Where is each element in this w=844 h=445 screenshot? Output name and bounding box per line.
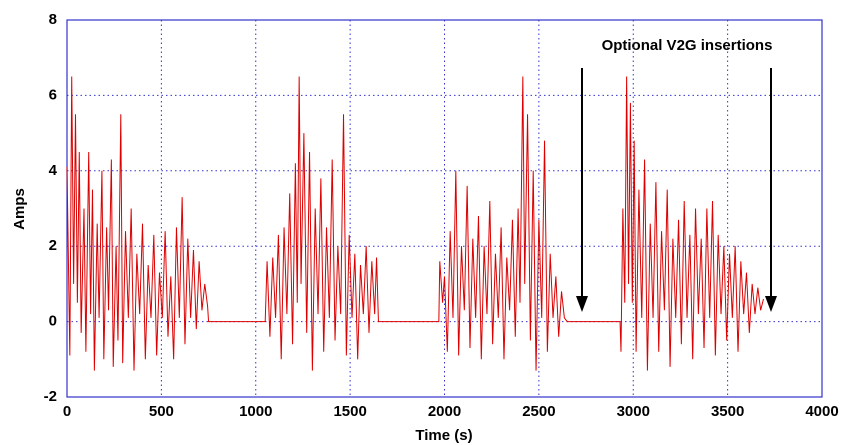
x-tick-label: 1500	[333, 403, 366, 420]
y-tick-label: 2	[49, 237, 57, 254]
x-axis-label: Time (s)	[415, 427, 472, 444]
y-tick-label: -2	[44, 388, 57, 405]
x-tick-label: 3000	[617, 403, 650, 420]
y-tick-label: 6	[49, 86, 57, 103]
y-tick-label: 4	[49, 162, 58, 179]
x-tick-label: 500	[149, 403, 174, 420]
x-tick-label: 0	[63, 403, 71, 420]
y-axis-label: Amps	[11, 188, 28, 230]
x-tick-label: 3500	[711, 403, 744, 420]
y-tick-label: 8	[49, 11, 57, 28]
y-tick-label: 0	[49, 313, 57, 330]
annotation: Optional V2G insertions	[602, 37, 773, 54]
x-tick-label: 2500	[522, 403, 555, 420]
x-tick-label: 1000	[239, 403, 272, 420]
annotation-arrows	[576, 68, 777, 312]
x-tick-label: 4000	[805, 403, 838, 420]
data-line	[66, 76, 764, 371]
x-tick-label: 2000	[428, 403, 461, 420]
plot-frame	[66, 19, 823, 398]
